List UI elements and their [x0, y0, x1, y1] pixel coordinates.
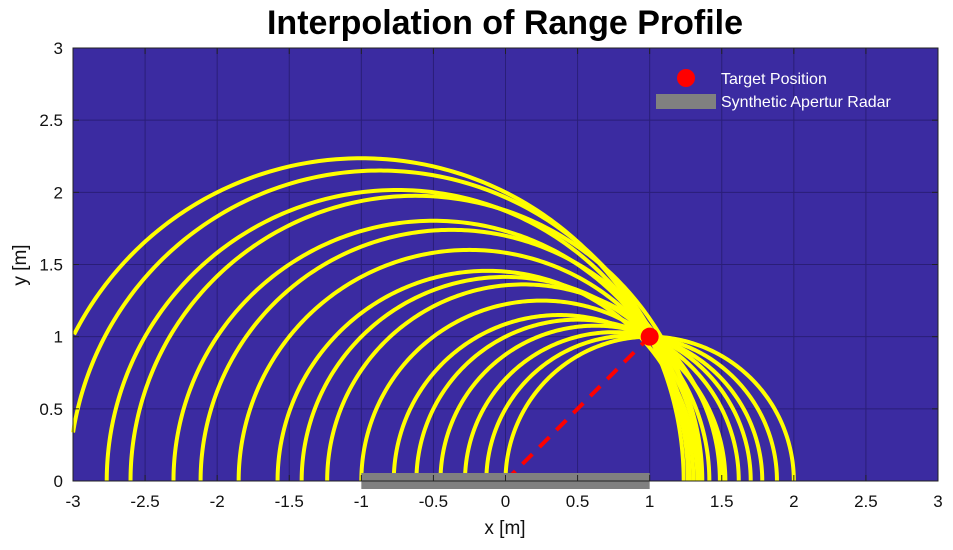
range-arc [275, 268, 700, 482]
legend: Target Position Synthetic Apertur Radar [656, 69, 892, 111]
x-tick-label: -3 [65, 492, 80, 511]
y-tick-label: 0 [54, 472, 63, 491]
range-arc [484, 333, 779, 482]
x-tick-label: 1.5 [710, 492, 734, 511]
x-tick-label: 2 [789, 492, 798, 511]
legend-label-sar: Synthetic Apertur Radar [721, 94, 892, 111]
x-tick-label: 0.5 [566, 492, 590, 511]
y-tick-label: 0.5 [39, 400, 63, 419]
x-tick-label: 3 [933, 492, 942, 511]
x-tick-label: -0.5 [419, 492, 448, 511]
target-marker [640, 327, 659, 346]
y-tick-label: 1.5 [39, 256, 63, 275]
x-tick-label: -1.5 [275, 492, 304, 511]
x-tick-label: 2.5 [854, 492, 878, 511]
chart-title: Interpolation of Range Profile [267, 4, 743, 42]
range-arc [299, 274, 712, 482]
range-arc [462, 330, 765, 482]
y-tick-label: 1 [54, 328, 63, 347]
legend-label-target: Target Position [721, 71, 827, 88]
legend-marker-sar [656, 94, 716, 109]
range-line [504, 335, 652, 483]
legend-marker-target [677, 69, 695, 87]
x-tick-label: 1 [645, 492, 654, 511]
range-arc [438, 323, 753, 482]
y-tick-label: 2 [54, 183, 63, 202]
range-arc [236, 247, 703, 482]
x-axis-label: x [m] [484, 518, 525, 539]
x-tick-label: -1 [354, 492, 369, 511]
x-tick-label: 0 [501, 492, 510, 511]
y-axis-label: y [m] [10, 244, 31, 285]
x-tick-label: -2.5 [130, 492, 159, 511]
y-tick-label: 2.5 [39, 111, 63, 130]
x-tick-label: -2 [210, 492, 225, 511]
y-tick-label: 3 [54, 39, 63, 58]
range-arc [414, 317, 741, 482]
axes: -3 -2.5 -2 -1.5 -1 -0.5 0 0.5 1 1.5 2 2.5 3 0 0.5 1 1.5 2… [39, 39, 942, 511]
range-arc [391, 313, 728, 482]
